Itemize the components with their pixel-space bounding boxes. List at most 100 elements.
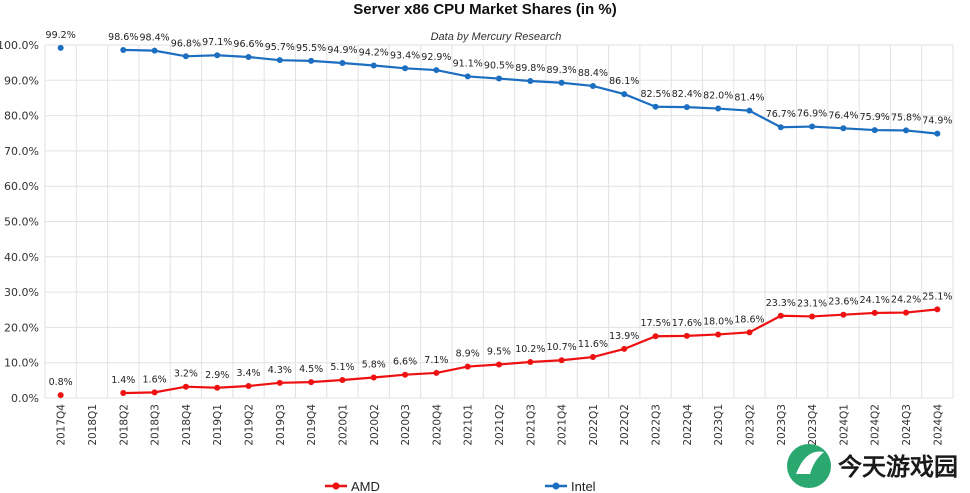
- data-label-amd: 18.0%: [703, 316, 733, 327]
- legend-label-amd: AMD: [351, 479, 380, 493]
- x-tick-label: 2023Q1: [713, 404, 725, 446]
- data-label-intel: 89.8%: [515, 63, 545, 74]
- x-tick-label: 2022Q3: [651, 404, 663, 446]
- x-tick-label: 2022Q4: [682, 404, 694, 446]
- data-point-amd: [746, 329, 753, 336]
- data-point-amd: [715, 331, 722, 338]
- data-label-intel: 76.9%: [797, 109, 827, 120]
- data-point-intel: [339, 60, 346, 67]
- data-point-amd: [214, 384, 221, 391]
- data-point-intel: [433, 67, 440, 74]
- y-tick-label: 70.0%: [4, 145, 39, 158]
- x-tick-label: 2019Q3: [275, 404, 287, 446]
- data-point-amd: [652, 333, 659, 340]
- x-tick-label: 2024Q4: [932, 404, 944, 446]
- data-point-intel: [777, 124, 784, 131]
- x-tick-label: 2018Q3: [150, 404, 162, 446]
- data-point-amd: [589, 354, 596, 361]
- data-point-amd: [464, 363, 471, 370]
- data-label-amd: 8.9%: [456, 349, 480, 360]
- x-tick-label: 2021Q2: [494, 404, 506, 446]
- y-tick-label: 60.0%: [4, 180, 39, 193]
- grid-lines: [44, 44, 954, 399]
- data-point-amd: [903, 309, 910, 316]
- x-tick-label: 2019Q1: [212, 404, 224, 446]
- x-tick-label: 2018Q1: [87, 404, 99, 446]
- data-label-intel: 95.7%: [265, 42, 295, 53]
- data-label-intel: 93.4%: [390, 50, 420, 61]
- data-point-intel: [683, 104, 690, 111]
- data-point-amd: [120, 390, 127, 397]
- x-tick-label: 2024Q3: [901, 404, 913, 446]
- data-point-amd: [308, 379, 315, 386]
- data-label-intel: 82.4%: [672, 89, 702, 100]
- data-label-amd: 17.6%: [672, 318, 702, 329]
- data-point-intel: [621, 91, 628, 98]
- data-point-amd: [527, 358, 534, 365]
- watermark-logo-leaf-icon: [796, 451, 824, 474]
- x-tick-label: 2023Q2: [744, 404, 756, 446]
- legend: AMD Intel: [325, 479, 596, 493]
- data-label-intel: 86.1%: [609, 76, 639, 87]
- data-label-intel: 75.9%: [860, 112, 890, 123]
- data-point-intel: [589, 82, 596, 89]
- data-point-intel: [151, 47, 158, 54]
- data-point-intel: [558, 79, 565, 86]
- data-point-intel: [57, 44, 64, 51]
- x-tick-label: 2021Q1: [463, 404, 475, 446]
- data-point-intel: [840, 125, 847, 132]
- data-point-intel: [182, 53, 189, 60]
- data-point-intel: [245, 54, 252, 61]
- data-point-amd: [777, 312, 784, 319]
- data-label-amd: 23.3%: [766, 298, 796, 309]
- x-tick-label: 2019Q2: [244, 404, 256, 446]
- x-tick-label: 2024Q1: [838, 404, 850, 446]
- data-label-amd: 25.1%: [922, 291, 952, 302]
- data-point-intel: [464, 73, 471, 80]
- data-label-amd: 10.2%: [515, 344, 545, 355]
- data-point-amd: [57, 392, 64, 399]
- y-tick-label: 100.0%: [0, 39, 39, 52]
- y-axis-ticks: 0.0% 10.0% 20.0% 30.0% 40.0% 50.0% 60.0% 70.0% 8…: [0, 39, 39, 405]
- data-label-intel: 91.1%: [453, 58, 483, 69]
- data-point-amd: [276, 379, 283, 386]
- data-label-intel: 98.4%: [139, 33, 169, 44]
- data-label-amd: 10.7%: [547, 342, 577, 353]
- data-label-intel: 99.2%: [46, 30, 76, 41]
- data-point-intel: [308, 57, 315, 64]
- x-tick-label: 2024Q2: [870, 404, 882, 446]
- data-label-intel: 74.9%: [922, 116, 952, 127]
- y-tick-label: 10.0%: [4, 357, 39, 370]
- data-label-amd: 18.6%: [734, 314, 764, 325]
- data-label-intel: 76.7%: [766, 109, 796, 120]
- data-point-amd: [182, 383, 189, 390]
- data-point-amd: [621, 345, 628, 352]
- x-tick-label: 2022Q1: [588, 404, 600, 446]
- data-point-amd: [871, 309, 878, 316]
- data-labels: 0.8% 1.4% 1.6% 3.2% 2.9% 3.4% 4.3% 4.5% 5.1% 5.8%…: [46, 30, 953, 388]
- data-point-intel: [496, 75, 502, 82]
- data-point-intel: [276, 57, 283, 64]
- data-point-amd: [558, 357, 565, 364]
- data-label-intel: 92.9%: [421, 52, 451, 63]
- legend-marker-amd: [332, 482, 340, 490]
- data-label-intel: 94.9%: [327, 45, 357, 56]
- x-tick-label: 2020Q1: [337, 404, 349, 446]
- chart-title: Server x86 CPU Market Shares (in %): [353, 1, 616, 18]
- data-label-amd: 5.1%: [330, 362, 354, 373]
- data-label-amd: 3.4%: [236, 368, 260, 379]
- data-point-amd: [151, 389, 158, 396]
- data-label-intel: 89.3%: [547, 65, 577, 76]
- data-label-intel: 75.8%: [891, 112, 921, 123]
- data-label-amd: 5.8%: [362, 360, 386, 371]
- legend-marker-intel: [552, 482, 560, 490]
- x-tick-label: 2018Q4: [181, 404, 193, 446]
- data-point-amd: [339, 376, 346, 383]
- data-label-intel: 94.2%: [359, 47, 389, 58]
- legend-label-intel: Intel: [571, 479, 596, 493]
- data-point-amd: [683, 332, 690, 339]
- chart-subtitle: Data by Mercury Research: [431, 31, 562, 43]
- x-tick-label: 2017Q4: [56, 404, 68, 446]
- data-label-intel: 90.5%: [484, 61, 514, 72]
